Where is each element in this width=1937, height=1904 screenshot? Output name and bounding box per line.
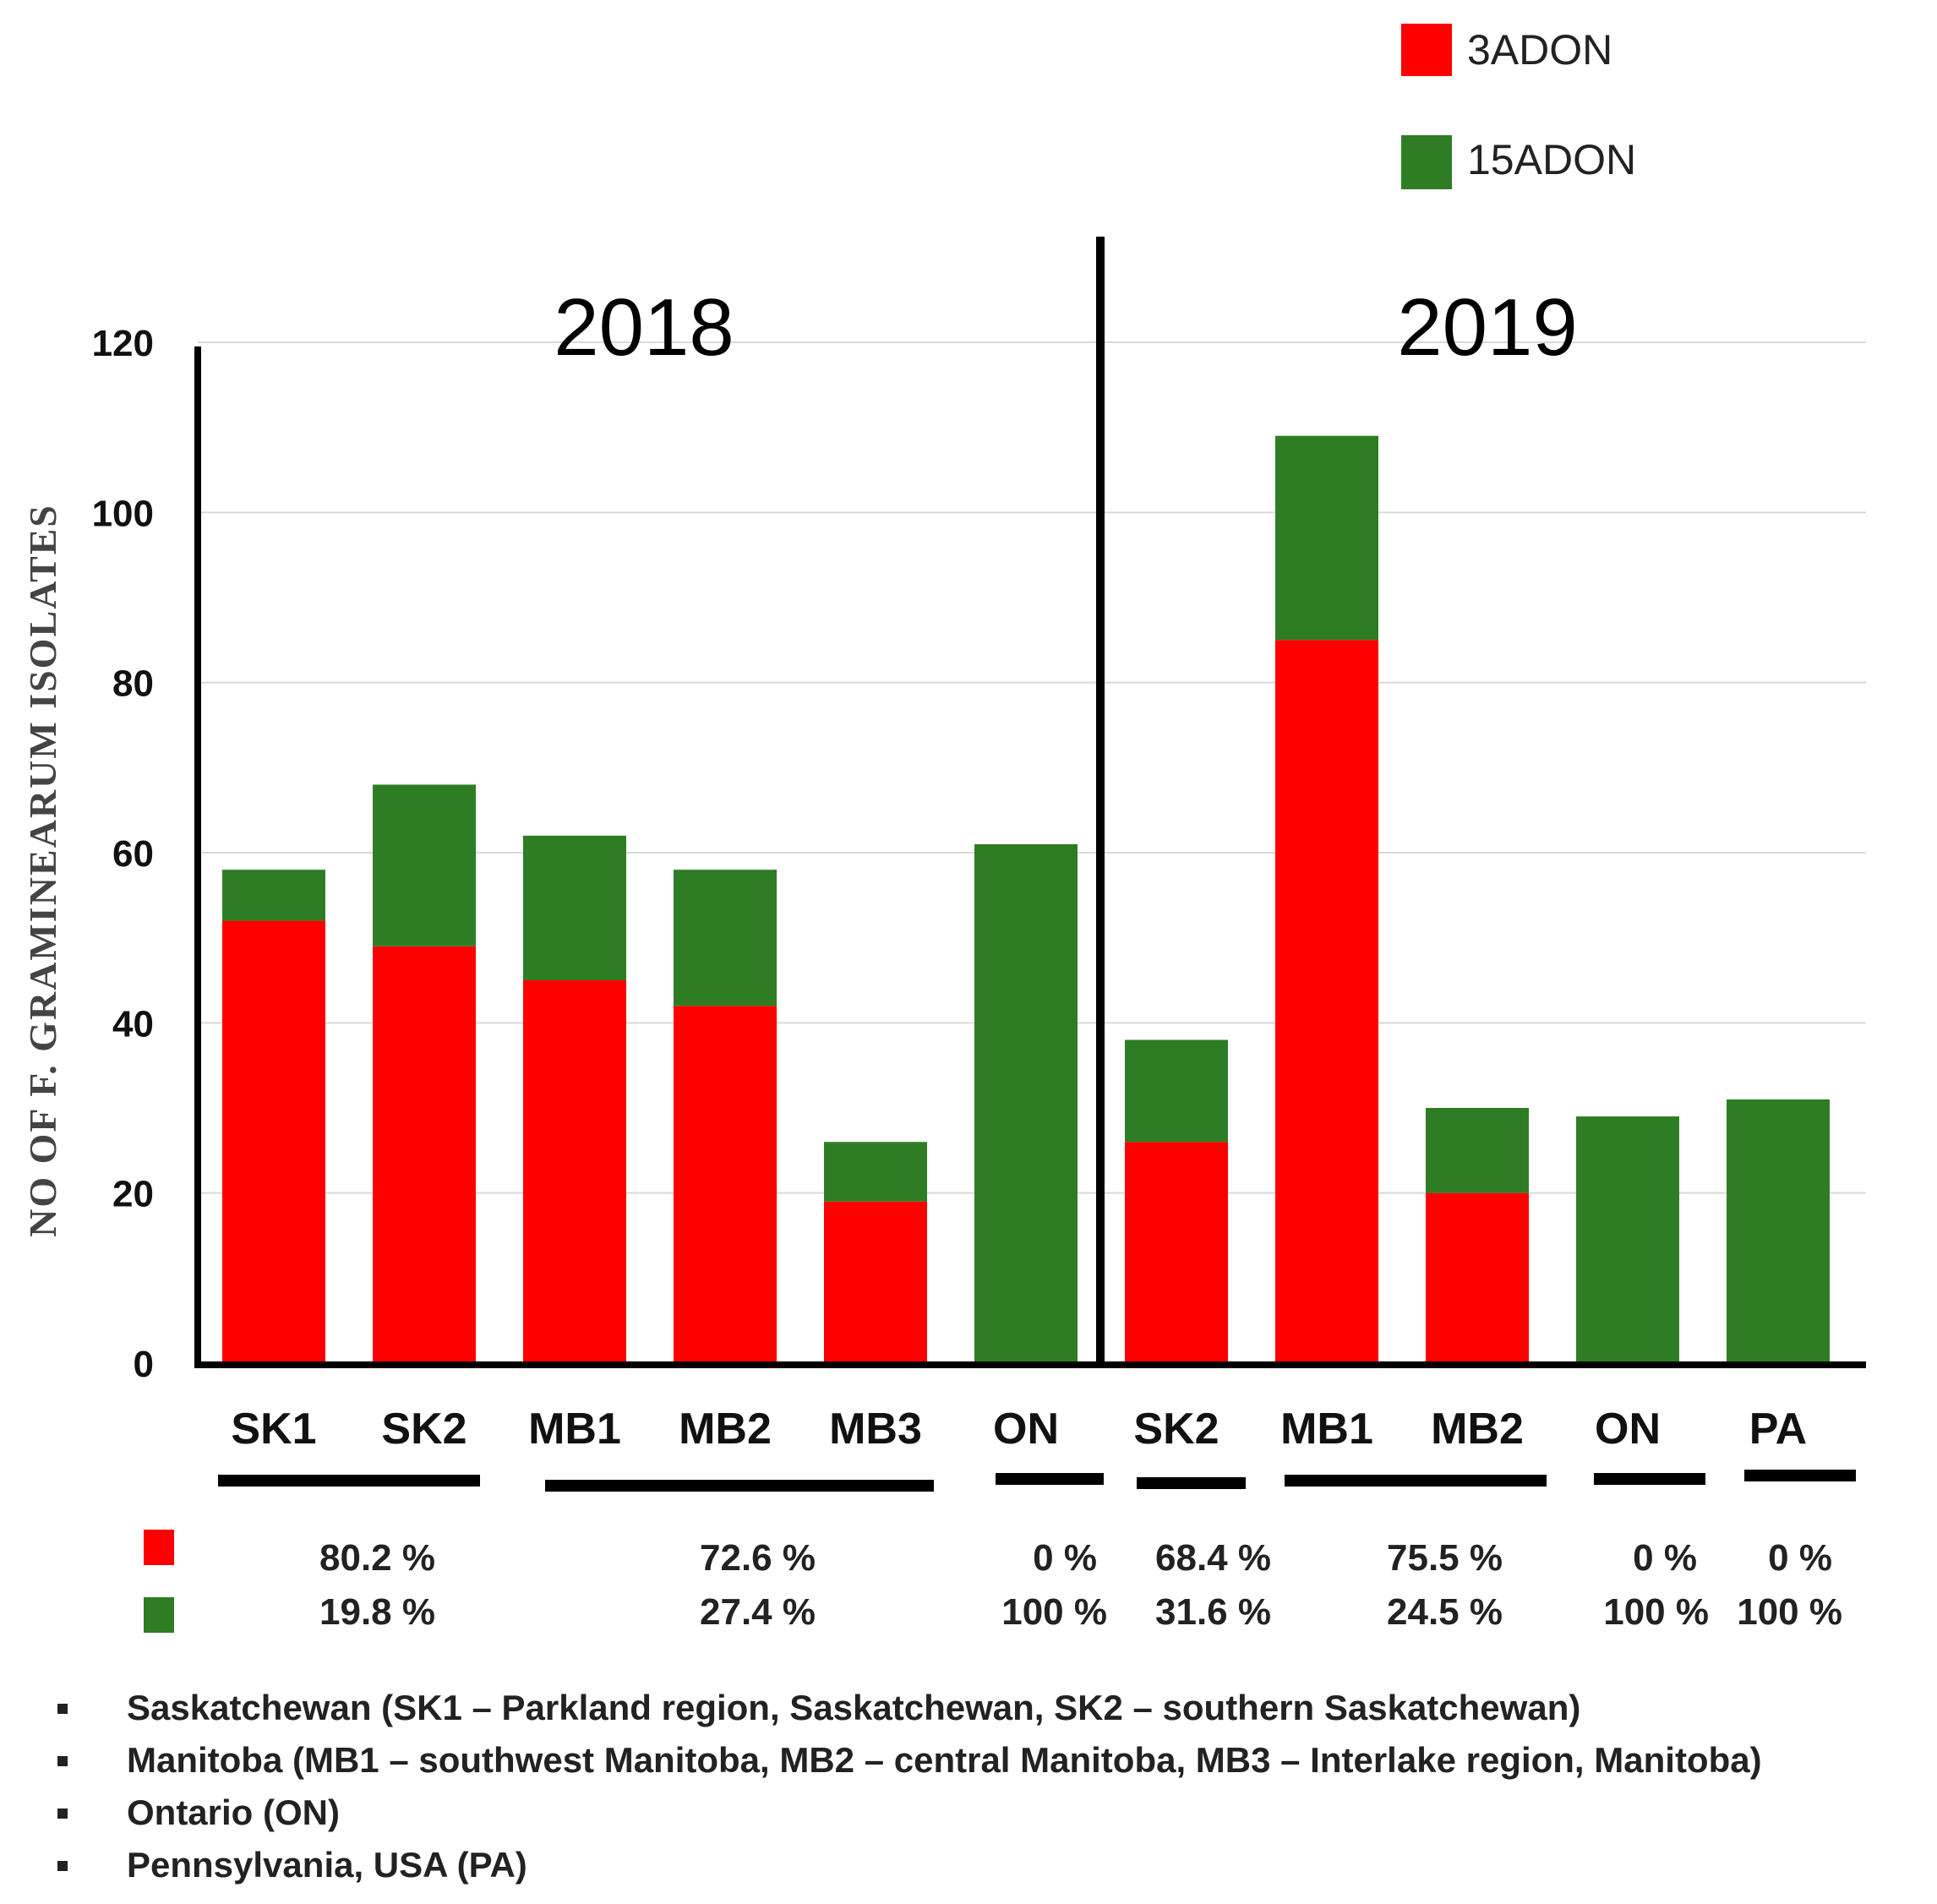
pct-swatch-3adon <box>144 1530 174 1565</box>
stacked-bar-chart: NO OF F. GRAMINEARUM ISOLATES 0 20 40 60 80 1… <box>21 24 1866 1633</box>
region-footnotes: Saskatchewan (SK1 – Parkland region, Sas… <box>51 1682 1762 1891</box>
bar-15adon-sk2 <box>1125 1039 1228 1143</box>
group-underlines <box>218 1470 1856 1492</box>
bars <box>222 435 1830 1363</box>
y-tick-label: 60 <box>112 833 154 875</box>
y-tick-label: 120 <box>92 323 154 364</box>
category-labels: SK1 SK2 MB1 MB2 MB3 ON SK2 MB1 MB2 ON PA <box>231 1405 1807 1454</box>
pct-15adon: 24.5 % <box>1387 1591 1503 1633</box>
pct-15adon: 100 % <box>1001 1591 1107 1633</box>
y-axis-label: NO OF F. GRAMINEARUM ISOLATES <box>21 504 64 1237</box>
footnote-item: Pennsylvania, USA (PA) <box>51 1839 1762 1891</box>
pct-15adon: 100 % <box>1603 1591 1709 1633</box>
bar-3adon-sk2 <box>1125 1142 1228 1363</box>
bar-3adon-sk1 <box>222 920 325 1363</box>
x-tick-label: MB1 <box>528 1405 621 1454</box>
pct-15adon: 27.4 % <box>700 1591 816 1633</box>
x-tick-label: SK2 <box>1133 1405 1219 1454</box>
percentage-table: 80.2 % 19.8 % 72.6 % 27.4 % 0 % 100 % 68… <box>319 1537 1842 1633</box>
bar-15adon-mb2 <box>1426 1108 1529 1193</box>
x-tick-label: MB1 <box>1280 1405 1373 1454</box>
pct-15adon: 19.8 % <box>319 1591 435 1633</box>
pct-15adon: 100 % <box>1737 1591 1842 1633</box>
pct-3adon: 0 % <box>1633 1537 1697 1579</box>
bar-15adon-on <box>1576 1116 1679 1363</box>
legend-label-15adon: 15ADON <box>1467 136 1636 183</box>
bar-3adon-mb2 <box>1426 1192 1529 1363</box>
y-tick-label: 80 <box>112 663 154 705</box>
pct-3adon: 75.5 % <box>1387 1537 1503 1579</box>
x-tick-label: SK2 <box>381 1405 467 1454</box>
year-label-2018: 2018 <box>554 282 734 373</box>
pct-3adon: 80.2 % <box>319 1537 435 1579</box>
x-tick-label: MB3 <box>829 1405 922 1454</box>
legend: 3ADON 15ADON <box>1401 24 1636 189</box>
x-tick-label: PA <box>1749 1405 1807 1454</box>
pct-3adon: 72.6 % <box>700 1537 816 1579</box>
bar-3adon-sk2 <box>373 946 476 1363</box>
bar-15adon-mb1 <box>1275 435 1378 641</box>
legend-swatch-15adon <box>1401 135 1452 189</box>
x-tick-label: ON <box>1595 1405 1661 1454</box>
bar-15adon-on <box>974 843 1078 1363</box>
bar-15adon-sk2 <box>373 784 476 947</box>
bar-15adon-pa <box>1727 1099 1830 1363</box>
x-tick-label: SK1 <box>231 1405 316 1454</box>
legend-label-3adon: 3ADON <box>1467 26 1612 74</box>
x-tick-label: ON <box>993 1405 1059 1454</box>
bar-3adon-mb1 <box>523 980 626 1363</box>
bar-3adon-mb3 <box>824 1201 927 1363</box>
y-tick-label: 0 <box>134 1344 154 1385</box>
y-tick-label: 20 <box>112 1174 154 1215</box>
footnote-item: Manitoba (MB1 – southwest Manitoba, MB2 … <box>51 1734 1762 1787</box>
pct-swatch-15adon <box>144 1597 174 1633</box>
y-tick-label: 40 <box>112 1003 154 1045</box>
y-tick-label: 100 <box>92 493 154 534</box>
bar-15adon-mb1 <box>523 835 626 980</box>
pct-3adon: 68.4 % <box>1155 1537 1271 1579</box>
bar-15adon-mb2 <box>674 870 777 1007</box>
year-label-2019: 2019 <box>1397 282 1578 373</box>
footnote-item: Ontario (ON) <box>51 1787 1762 1839</box>
x-tick-label: MB2 <box>679 1405 772 1454</box>
y-tick-labels: 0 20 40 60 80 100 120 <box>92 323 154 1385</box>
bar-3adon-mb1 <box>1275 640 1378 1363</box>
bar-3adon-mb2 <box>674 1006 777 1363</box>
bar-15adon-sk1 <box>222 870 325 921</box>
x-tick-label: MB2 <box>1431 1405 1524 1454</box>
pct-3adon: 0 % <box>1768 1537 1832 1579</box>
bar-15adon-mb3 <box>824 1142 927 1202</box>
pct-15adon: 31.6 % <box>1155 1591 1271 1633</box>
footnote-item: Saskatchewan (SK1 – Parkland region, Sas… <box>51 1682 1762 1734</box>
legend-swatch-3adon <box>1401 24 1452 76</box>
pct-3adon: 0 % <box>1033 1537 1097 1579</box>
